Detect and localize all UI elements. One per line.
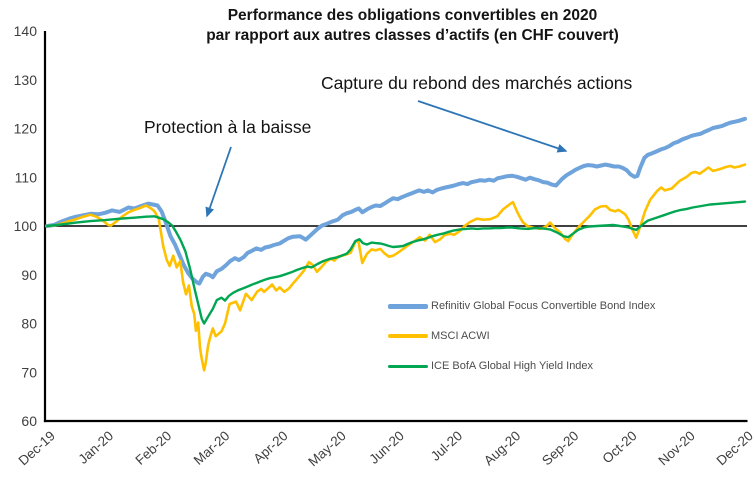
chart-legend: Refinitiv Global Focus Convertible Bond … — [388, 291, 655, 381]
legend-label-convertible: Refinitiv Global Focus Convertible Bond … — [431, 300, 656, 312]
x-axis-label: Nov-20 — [655, 428, 697, 468]
x-axis-label: Mar-20 — [191, 428, 233, 468]
x-axis-label: Feb-20 — [133, 428, 175, 468]
x-axis-label: Dec-20 — [714, 428, 755, 468]
x-axis-label: Jul-20 — [428, 428, 465, 464]
annotation-downside-protection: Protection à la baisse — [144, 117, 312, 137]
annotation-rebound-capture: Capture du rebond des marchés actions — [321, 73, 633, 93]
series-line-msci-acwi — [45, 163, 747, 372]
legend-swatch-high-yield — [388, 364, 428, 368]
series-line-ice-bofa-high-yield — [45, 200, 747, 325]
x-axis-label: Jan-20 — [75, 428, 116, 467]
y-axis-label: 110 — [15, 169, 38, 185]
annotation-arrow-0 — [205, 146, 232, 218]
legend-item-msci: MSCI ACWI — [388, 321, 655, 351]
series-line-refinitiv-convertible — [45, 116, 747, 286]
legend-item-convertible: Refinitiv Global Focus Convertible Bond … — [388, 291, 655, 321]
y-axis-label: 90 — [21, 267, 37, 283]
y-axis-label: 60 — [21, 413, 37, 429]
y-axis-label: 70 — [21, 364, 37, 380]
y-axis-label: 100 — [14, 218, 38, 234]
x-axis-label: Sep-20 — [539, 428, 581, 468]
legend-label-msci: MSCI ACWI — [431, 330, 490, 342]
y-axis-label: 120 — [14, 121, 38, 137]
y-axis-label: 130 — [14, 72, 38, 88]
legend-label-high-yield: ICE BofA Global High Yield Index — [431, 360, 594, 372]
x-axis-label: Oct-20 — [600, 428, 640, 466]
legend-item-high-yield: ICE BofA Global High Yield Index — [388, 351, 655, 381]
x-axis-label: Dec-19 — [16, 428, 58, 468]
legend-swatch-convertible — [388, 303, 428, 309]
x-axis-label: May-20 — [305, 428, 348, 469]
legend-swatch-msci — [388, 334, 428, 338]
chart-title-line2: par rapport aux autres classes d’actifs … — [206, 26, 619, 44]
y-axis-label: 140 — [14, 23, 38, 39]
x-axis-label: Apr-20 — [251, 428, 291, 466]
x-axis-label: Jun-20 — [366, 428, 407, 467]
annotation-arrow-1 — [417, 100, 568, 153]
y-axis-label: 80 — [21, 316, 37, 332]
chart-title-line1: Performance des obligations convertibles… — [227, 7, 598, 24]
x-axis-label: Aug-20 — [481, 428, 523, 468]
chart-title: Performance des obligations convertibles… — [0, 6, 755, 45]
